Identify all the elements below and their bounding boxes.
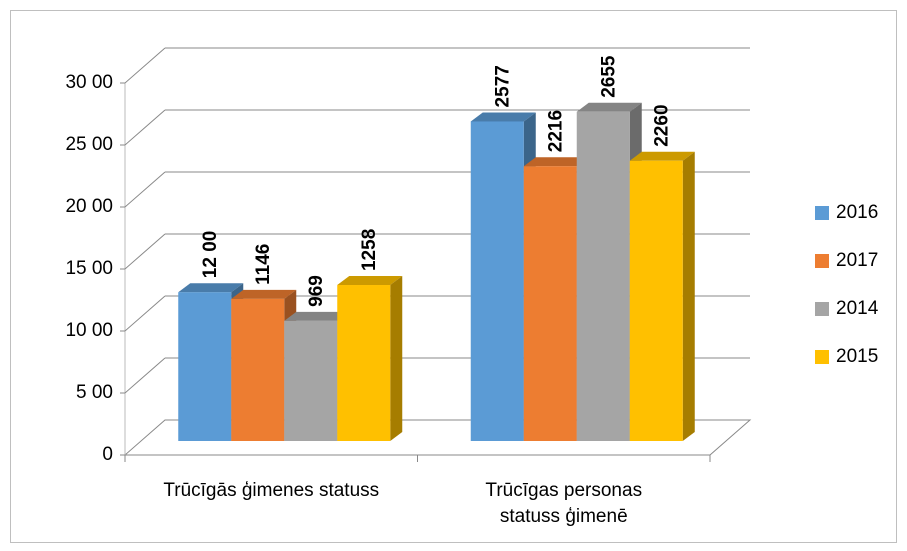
y-tick-label: 5 00 [76,382,113,403]
data-label: 969 [306,275,327,307]
data-label: 2260 [651,104,672,146]
bar [178,292,232,441]
bar [231,298,285,441]
data-label: 12 00 [200,231,221,279]
x-tick-label: Trūcīgās ģimenes statuss [163,480,380,501]
y-tick-label: 10 00 [65,320,113,341]
y-tick-label: 20 00 [65,196,113,217]
legend-label: 2015 [836,346,878,367]
bar-top [178,283,244,293]
legend-label: 2017 [836,250,878,271]
bar [470,121,524,442]
legend-label: 2014 [836,298,879,319]
legend-swatch [815,254,829,268]
grid-line [124,47,166,84]
bar-side [682,151,695,441]
bar [284,320,338,441]
bar-top [576,102,642,112]
floor [123,419,752,456]
data-label: 2216 [545,110,566,152]
legend-label: 2016 [836,202,878,223]
y-tick-label: 15 00 [65,258,113,279]
legend-swatch [815,206,829,220]
bar-side [390,276,403,441]
grid-line [124,295,166,332]
y-tick-label: 25 00 [65,134,113,155]
data-label: 1146 [253,244,274,285]
bar-top [231,289,297,299]
legend-swatch [815,302,829,316]
y-tick-label: 0 [102,444,113,465]
bar-top [470,112,536,122]
chart-border [10,10,897,543]
bar [337,285,391,441]
bar [576,111,630,441]
bar [629,160,683,441]
grid-line [124,233,166,270]
bar [523,166,577,441]
data-label: 1258 [359,229,380,271]
y-tick-label: 30 00 [65,72,113,93]
bar-top [523,157,589,167]
bar-top [629,151,695,161]
legend-swatch [815,350,829,364]
data-label: 2655 [598,55,619,98]
bar-top [284,311,350,321]
data-label: 2577 [492,65,513,107]
grid-line [124,171,166,208]
x-tick-label: Trūcīgas personas statuss ģimenē [485,480,643,527]
bar-top [337,276,403,286]
grid-line [124,109,166,146]
grid-line [124,357,166,394]
